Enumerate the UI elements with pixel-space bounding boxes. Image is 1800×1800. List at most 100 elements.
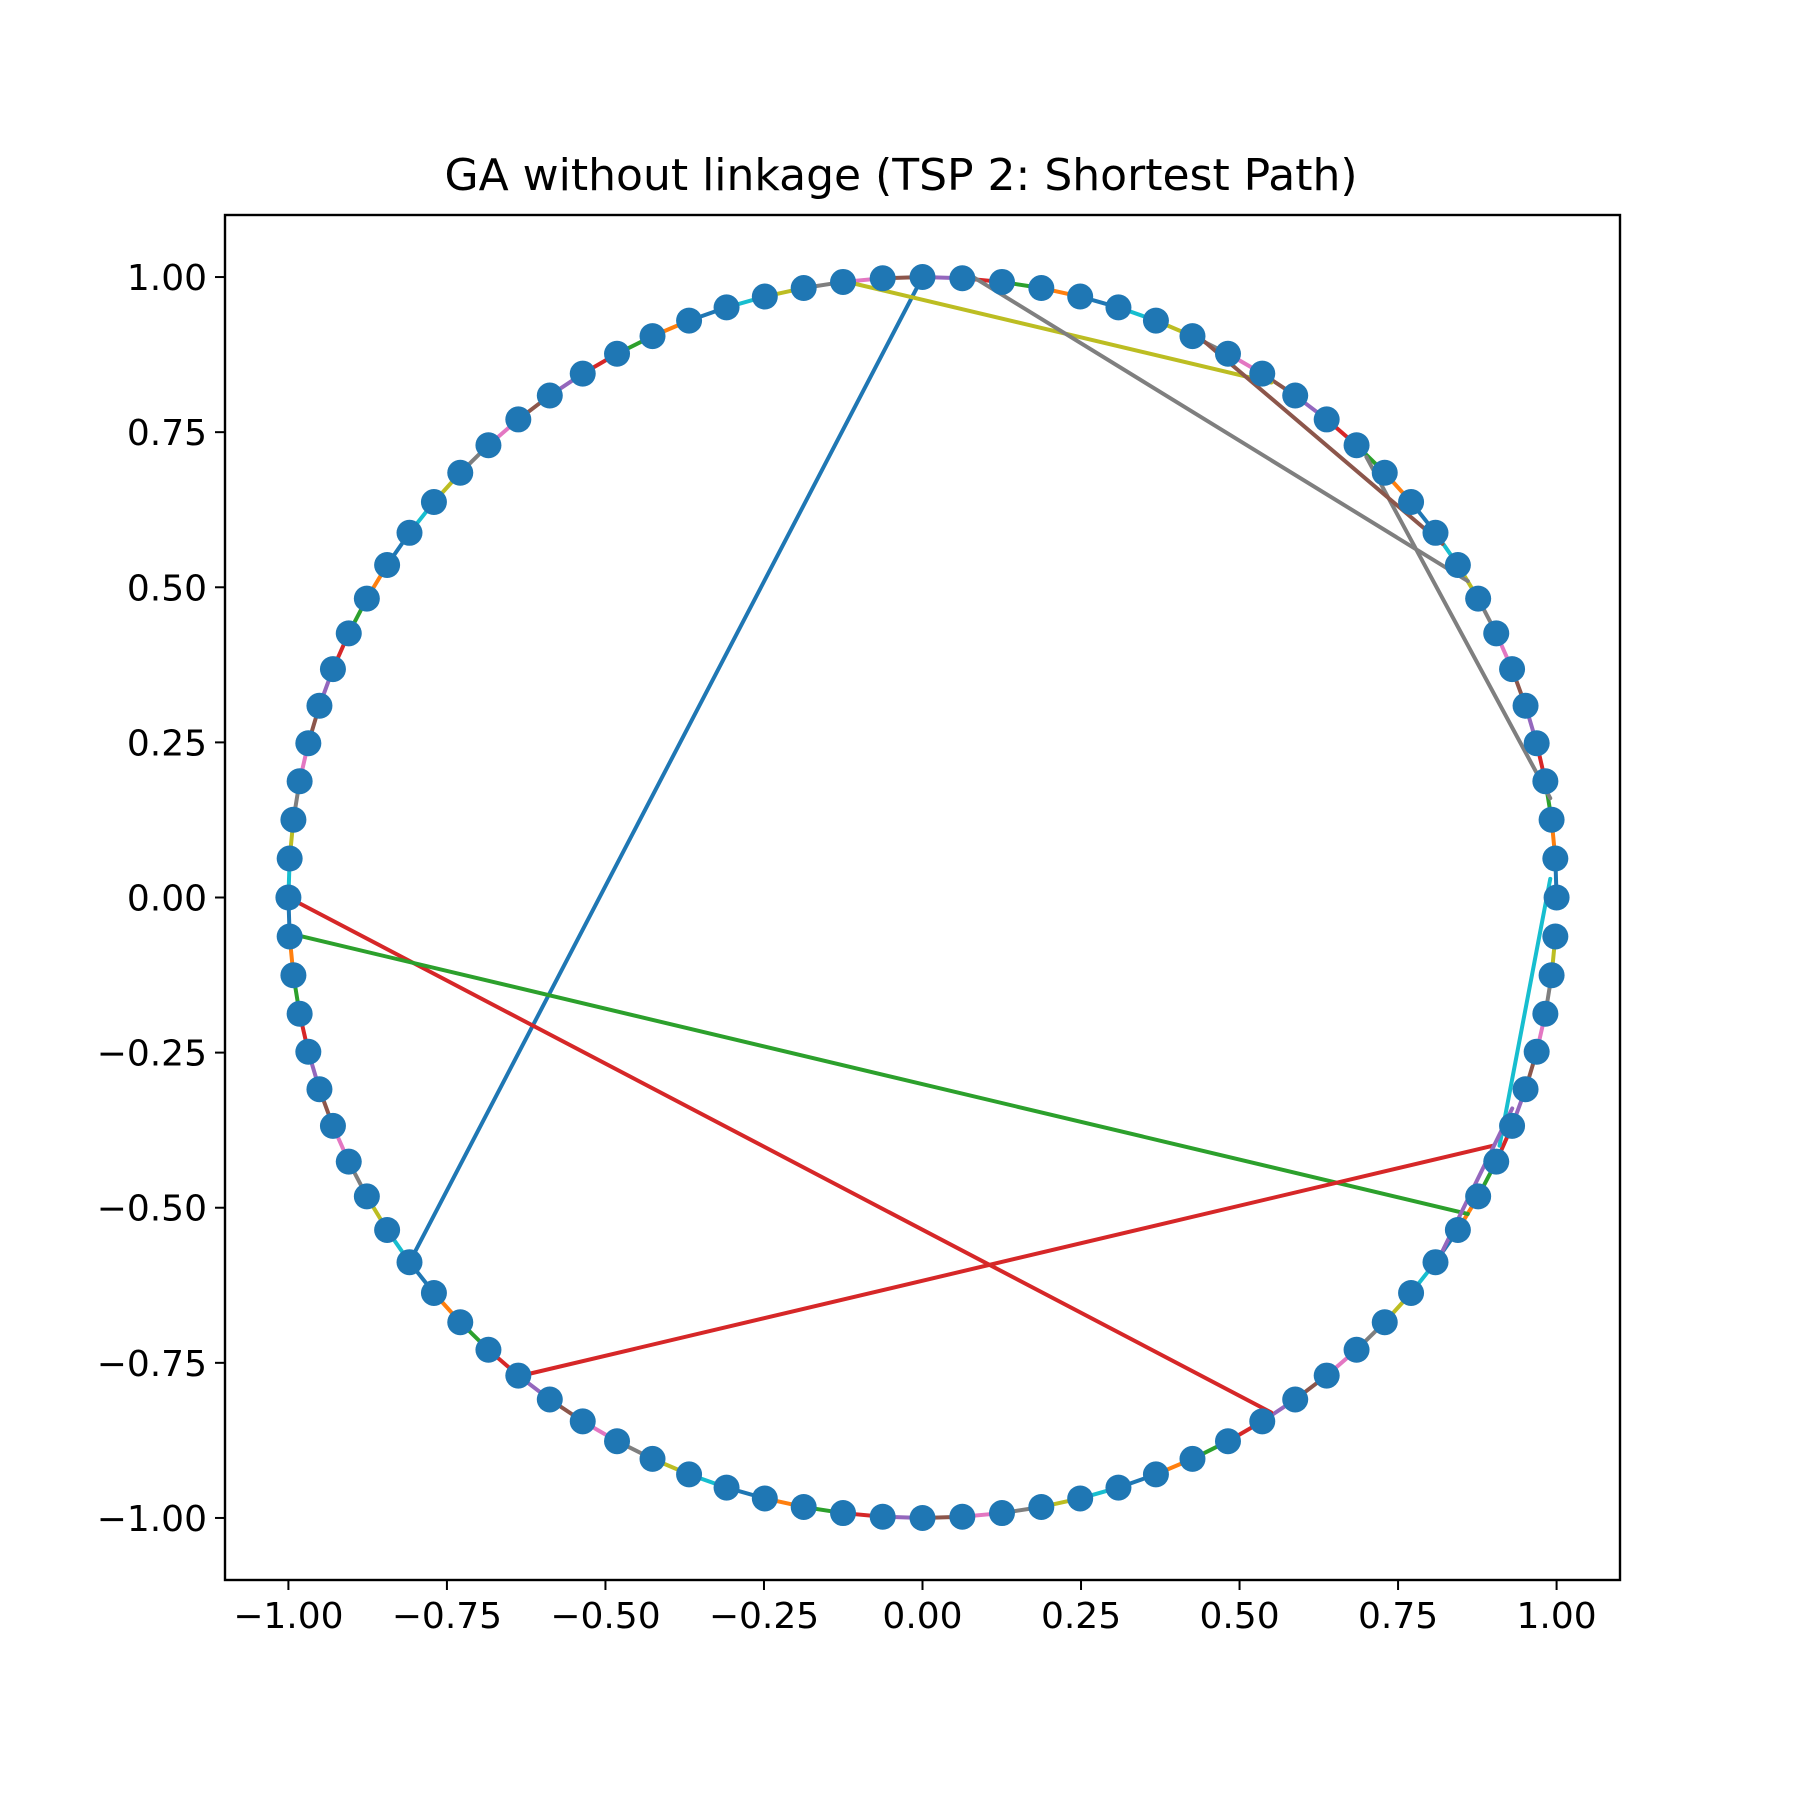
city-point (447, 459, 474, 486)
city-point (353, 585, 380, 612)
city-point (569, 1408, 596, 1435)
city-point (1542, 845, 1569, 872)
city-point (1313, 406, 1340, 433)
city-point (1214, 1428, 1241, 1455)
x-tick-label: −1.00 (233, 1596, 343, 1637)
city-point (1483, 1148, 1510, 1175)
city-point (353, 1183, 380, 1210)
city-point (286, 768, 313, 795)
city-point (319, 656, 346, 683)
city-point (949, 265, 976, 292)
chart-title: GA without linkage (TSP 2: Shortest Path… (445, 150, 1358, 201)
city-point (447, 1309, 474, 1336)
x-tick-label: 0.75 (1358, 1596, 1438, 1637)
city-point (604, 340, 631, 367)
city-point (286, 1000, 313, 1027)
city-point (396, 1249, 423, 1276)
city-point (374, 552, 401, 579)
city-point (1444, 1216, 1471, 1243)
city-point (1538, 962, 1565, 989)
city-point (335, 620, 362, 647)
y-tick-label: −0.75 (97, 1344, 207, 1385)
x-tick-label: 0.50 (1199, 1596, 1279, 1637)
city-point (1512, 692, 1539, 719)
x-tick-label: 0.25 (1041, 1596, 1121, 1637)
city-point (536, 382, 563, 409)
tour-crossing-segment (971, 275, 1470, 584)
city-point (1105, 294, 1132, 321)
city-point (949, 1503, 976, 1530)
city-point (1282, 1386, 1309, 1413)
city-point (869, 1503, 896, 1530)
y-tick-label: −0.25 (97, 1034, 207, 1075)
city-point (1465, 1183, 1492, 1210)
city-point (1371, 1309, 1398, 1336)
city-point (1214, 340, 1241, 367)
city-point (1282, 382, 1309, 409)
city-point (1422, 1249, 1449, 1276)
city-point (713, 294, 740, 321)
city-point (988, 1500, 1015, 1527)
city-point (280, 962, 307, 989)
city-point (1422, 519, 1449, 546)
city-point (1542, 923, 1569, 950)
city-point (1028, 275, 1055, 302)
city-point (1398, 489, 1425, 516)
city-point (1483, 620, 1510, 647)
city-point (276, 923, 303, 950)
city-point (676, 307, 703, 334)
city-point (790, 275, 817, 302)
city-point (1142, 307, 1169, 334)
city-point (396, 519, 423, 546)
city-point (276, 845, 303, 872)
city-point (639, 323, 666, 350)
city-point (1512, 1076, 1539, 1103)
city-point (306, 1076, 333, 1103)
city-point (1523, 730, 1550, 757)
city-point (1249, 360, 1276, 387)
y-tick-label: −0.50 (97, 1189, 207, 1230)
city-point (1523, 1038, 1550, 1065)
city-point (909, 1504, 936, 1531)
x-tick-label: −0.50 (550, 1596, 660, 1637)
x-tick-label: 1.00 (1517, 1596, 1597, 1637)
city-point (505, 406, 532, 433)
city-point (1371, 459, 1398, 486)
city-point (306, 692, 333, 719)
tour-crossing-segment (1364, 454, 1553, 801)
city-point (505, 1362, 532, 1389)
city-point (1532, 1000, 1559, 1027)
city-point (475, 1336, 502, 1363)
city-point (1028, 1493, 1055, 1520)
city-point (475, 432, 502, 459)
city-point (1398, 1279, 1425, 1306)
city-point (909, 264, 936, 291)
plot-area (275, 264, 1570, 1531)
city-point (1343, 1336, 1370, 1363)
tour-crossing-segment (292, 932, 1470, 1216)
axes: −1.00 −0.75 −0.50 −0.25 0.00 0.25 0.50 0.75 1.00… (97, 258, 1597, 1637)
city-point (1313, 1362, 1340, 1389)
city-point (1543, 884, 1570, 911)
city-point (1465, 585, 1492, 612)
city-point (1105, 1474, 1132, 1501)
city-point (676, 1461, 703, 1488)
city-point (420, 489, 447, 516)
city-point (869, 265, 896, 292)
y-tick-label: −1.00 (97, 1499, 207, 1540)
x-tick-label: −0.75 (392, 1596, 502, 1637)
city-point (604, 1428, 631, 1455)
y-tick-label: 0.00 (127, 879, 207, 920)
city-point (1532, 768, 1559, 795)
city-point (1499, 1112, 1526, 1139)
y-tick-label: 0.50 (127, 568, 207, 609)
city-point (295, 730, 322, 757)
city-point (1179, 1445, 1206, 1472)
y-tick-label: 1.00 (127, 258, 207, 299)
city-point (1499, 656, 1526, 683)
city-point (335, 1148, 362, 1175)
city-point (790, 1493, 817, 1520)
city-point (569, 360, 596, 387)
city-point (713, 1474, 740, 1501)
